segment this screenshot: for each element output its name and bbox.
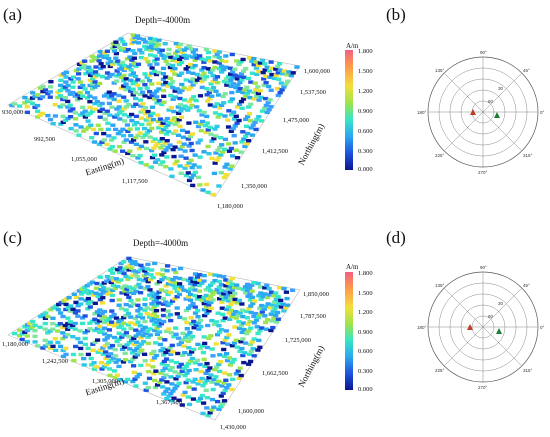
depth-title-a: Depth=-4000m (135, 15, 191, 25)
colorbar-a (345, 50, 353, 170)
panel-label-d: (d) (386, 228, 406, 247)
easting-tick: 1,055,000 (71, 156, 97, 163)
polar-angle-label: 225° (435, 153, 445, 158)
easting-tick: 1,180,000 (217, 203, 243, 210)
polar-angle-label: 270° (478, 385, 488, 390)
polar-plot-b: 90° 45° 0° 315° 270° 225° 180° 135° 30 6… (417, 50, 545, 175)
polar-angle-label: 315° (523, 153, 533, 158)
colorbar-tick: 1.800 (358, 48, 373, 55)
colorbar-tick: 1.500 (358, 68, 373, 75)
polar-angle-label: 270° (478, 170, 488, 175)
green-triangle-marker (496, 328, 502, 334)
polar-angle-label: 45° (523, 68, 530, 73)
panel-label-b: (b) (386, 5, 406, 24)
easting-tick: 930,000 (2, 109, 24, 116)
red-triangle-marker (470, 109, 476, 115)
colorbar-tick: 0.300 (358, 368, 373, 375)
polar-angle-label: 45° (523, 283, 530, 288)
colorbar-tick: 0.900 (358, 329, 373, 336)
northing-tick: 1,850,000 (303, 291, 329, 298)
slab-c-surface (7, 256, 301, 421)
colorbar-unit-c: A/m (346, 263, 359, 271)
colorbar-tick: 1.800 (358, 270, 373, 277)
depth-title-c: Depth=-4000m (133, 238, 189, 248)
colorbar-c (345, 272, 353, 390)
polar-angle-label: 90° (480, 50, 487, 55)
colorbar-tick: 0.300 (358, 148, 373, 155)
polar-angle-label: 135° (435, 68, 445, 73)
polar-radius-label: 30 (498, 301, 504, 306)
polar-angle-label: 135° (435, 283, 445, 288)
easting-tick: 1,117,500 (122, 178, 148, 185)
northing-tick: 1,600,000 (304, 68, 330, 75)
northing-tick: 1,787,500 (300, 313, 326, 320)
polar-angle-label: 0° (540, 110, 545, 115)
polar-radius-label: 60 (488, 314, 494, 319)
colorbar-unit-a: A/m (346, 42, 359, 50)
colorbar-tick: 0.000 (358, 166, 373, 173)
northing-tick: 1,475,000 (283, 117, 309, 124)
polar-angle-label: 180° (417, 110, 427, 115)
easting-tick: 992,500 (34, 136, 56, 143)
colorbar-tick: 0.600 (358, 128, 373, 135)
polar-angle-label: 90° (480, 265, 487, 270)
polar-angle-label: 315° (523, 368, 533, 373)
easting-tick: 1,430,000 (220, 424, 246, 431)
colorbar-tick: 0.600 (358, 348, 373, 355)
easting-tick: 1,367,500 (156, 399, 182, 406)
northing-tick: 1,600,000 (238, 408, 264, 415)
slab-a-surface (7, 32, 301, 198)
colorbar-tick: 0.000 (358, 386, 373, 393)
colorbar-tick: 0.900 (358, 108, 373, 115)
northing-tick: 1,350,000 (241, 183, 267, 190)
northing-tick: 1,412,500 (262, 148, 288, 155)
polar-radius-label: 60 (488, 99, 494, 104)
panel-label-c: (c) (3, 228, 22, 247)
colorbar-tick: 1.200 (358, 309, 373, 316)
northing-tick: 1,662,500 (262, 370, 288, 377)
polar-plot-d: 90° 45° 0° 315° 270° 225° 180° 135° 30 6… (417, 265, 545, 390)
easting-tick: 1,305,000 (92, 378, 118, 385)
colorbar-tick: 1.200 (358, 88, 373, 95)
green-triangle-marker (494, 112, 500, 118)
polar-angle-label: 0° (540, 325, 545, 330)
northing-tick: 1,537,500 (300, 89, 326, 96)
panel-label-a: (a) (3, 5, 22, 24)
polar-angle-label: 225° (435, 368, 445, 373)
polar-angle-label: 180° (417, 325, 427, 330)
polar-radius-label: 30 (498, 86, 504, 91)
colorbar-tick: 1.500 (358, 290, 373, 297)
easting-tick: 1,242,500 (42, 358, 68, 365)
red-triangle-marker (467, 324, 473, 330)
northing-tick: 1,725,000 (285, 337, 311, 344)
easting-tick: 1,180,000 (2, 341, 28, 348)
